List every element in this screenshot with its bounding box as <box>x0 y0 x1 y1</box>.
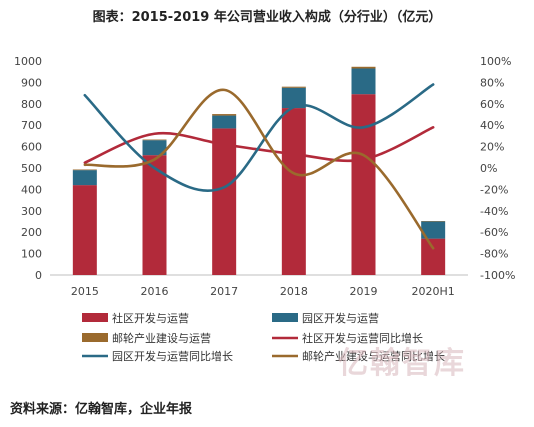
y-right-tick-label: 80% <box>480 76 504 89</box>
y-right-tick-label: 0% <box>480 162 497 175</box>
bar-community <box>72 185 97 275</box>
y-left-tick-label: 600 <box>21 141 42 154</box>
x-tick-label: 2017 <box>210 285 238 298</box>
y-left-tick-label: 700 <box>21 119 42 132</box>
y-left-tick-label: 800 <box>21 98 42 111</box>
y-left-tick-label: 400 <box>21 183 42 196</box>
legend-swatch-bar <box>82 333 108 342</box>
legend-swatch-bar <box>82 313 108 322</box>
y-left-tick-label: 1000 <box>14 55 42 68</box>
bar-cruise <box>351 66 376 69</box>
y-left-tick-label: 0 <box>35 269 42 282</box>
bar-cruise <box>212 114 237 116</box>
bar-community <box>421 238 446 275</box>
y-right-tick-label: -20% <box>480 183 508 196</box>
bar-community <box>351 94 376 275</box>
bar-community <box>212 128 237 275</box>
y-right-tick-label: -60% <box>480 226 508 239</box>
legend-label: 园区开发与运营同比增长 <box>112 349 233 363</box>
source-note: 资料来源：亿翰智库，企业年报 <box>10 402 193 417</box>
bar-community <box>281 108 306 275</box>
x-tick-label: 2020H1 <box>412 285 455 298</box>
x-tick-label: 2015 <box>71 285 99 298</box>
y-right-tick-label: -40% <box>480 205 508 218</box>
legend-label: 邮轮产业建设与运营 <box>112 331 211 345</box>
bar-park <box>421 221 446 239</box>
bar-park <box>72 170 97 186</box>
y-left-tick-label: 300 <box>21 205 42 218</box>
y-left-tick-label: 100 <box>21 248 42 261</box>
y-right-tick-label: 100% <box>480 55 511 68</box>
legend-label: 园区开发与运营 <box>302 311 379 325</box>
x-tick-label: 2019 <box>350 285 378 298</box>
bar-park <box>212 115 237 129</box>
bar-park <box>351 68 376 95</box>
y-left-tick-label: 500 <box>21 162 42 175</box>
line-cruise-growth <box>83 88 435 250</box>
legend-label: 社区开发与运营同比增长 <box>302 331 423 345</box>
bar-cruise <box>281 86 306 88</box>
y-right-tick-label: 20% <box>480 141 504 154</box>
bar-cruise <box>72 169 97 171</box>
bar-community <box>142 155 167 275</box>
legend-swatch-bar <box>272 313 298 322</box>
y-right-tick-label: -80% <box>480 248 508 261</box>
legend-label: 社区开发与运营 <box>112 311 189 325</box>
y-left-tick-label: 200 <box>21 226 42 239</box>
bar-park <box>281 87 306 109</box>
y-left-tick-label: 900 <box>21 76 42 89</box>
watermark: 亿翰智库 <box>338 346 466 381</box>
x-tick-label: 2016 <box>141 285 169 298</box>
y-right-tick-label: 40% <box>480 119 504 132</box>
y-right-tick-label: -100% <box>480 269 515 282</box>
bar-park <box>142 140 167 156</box>
y-right-tick-label: 60% <box>480 98 504 111</box>
bar-cruise <box>142 139 167 141</box>
chart-title: 图表：2015-2019 年公司营业收入构成（分行业）（亿元） <box>92 10 442 25</box>
line-community-growth <box>83 126 435 164</box>
line-park-growth <box>83 83 435 192</box>
legend-label: 邮轮产业建设与运营同比增长 <box>302 349 445 363</box>
x-tick-label: 2018 <box>280 285 308 298</box>
